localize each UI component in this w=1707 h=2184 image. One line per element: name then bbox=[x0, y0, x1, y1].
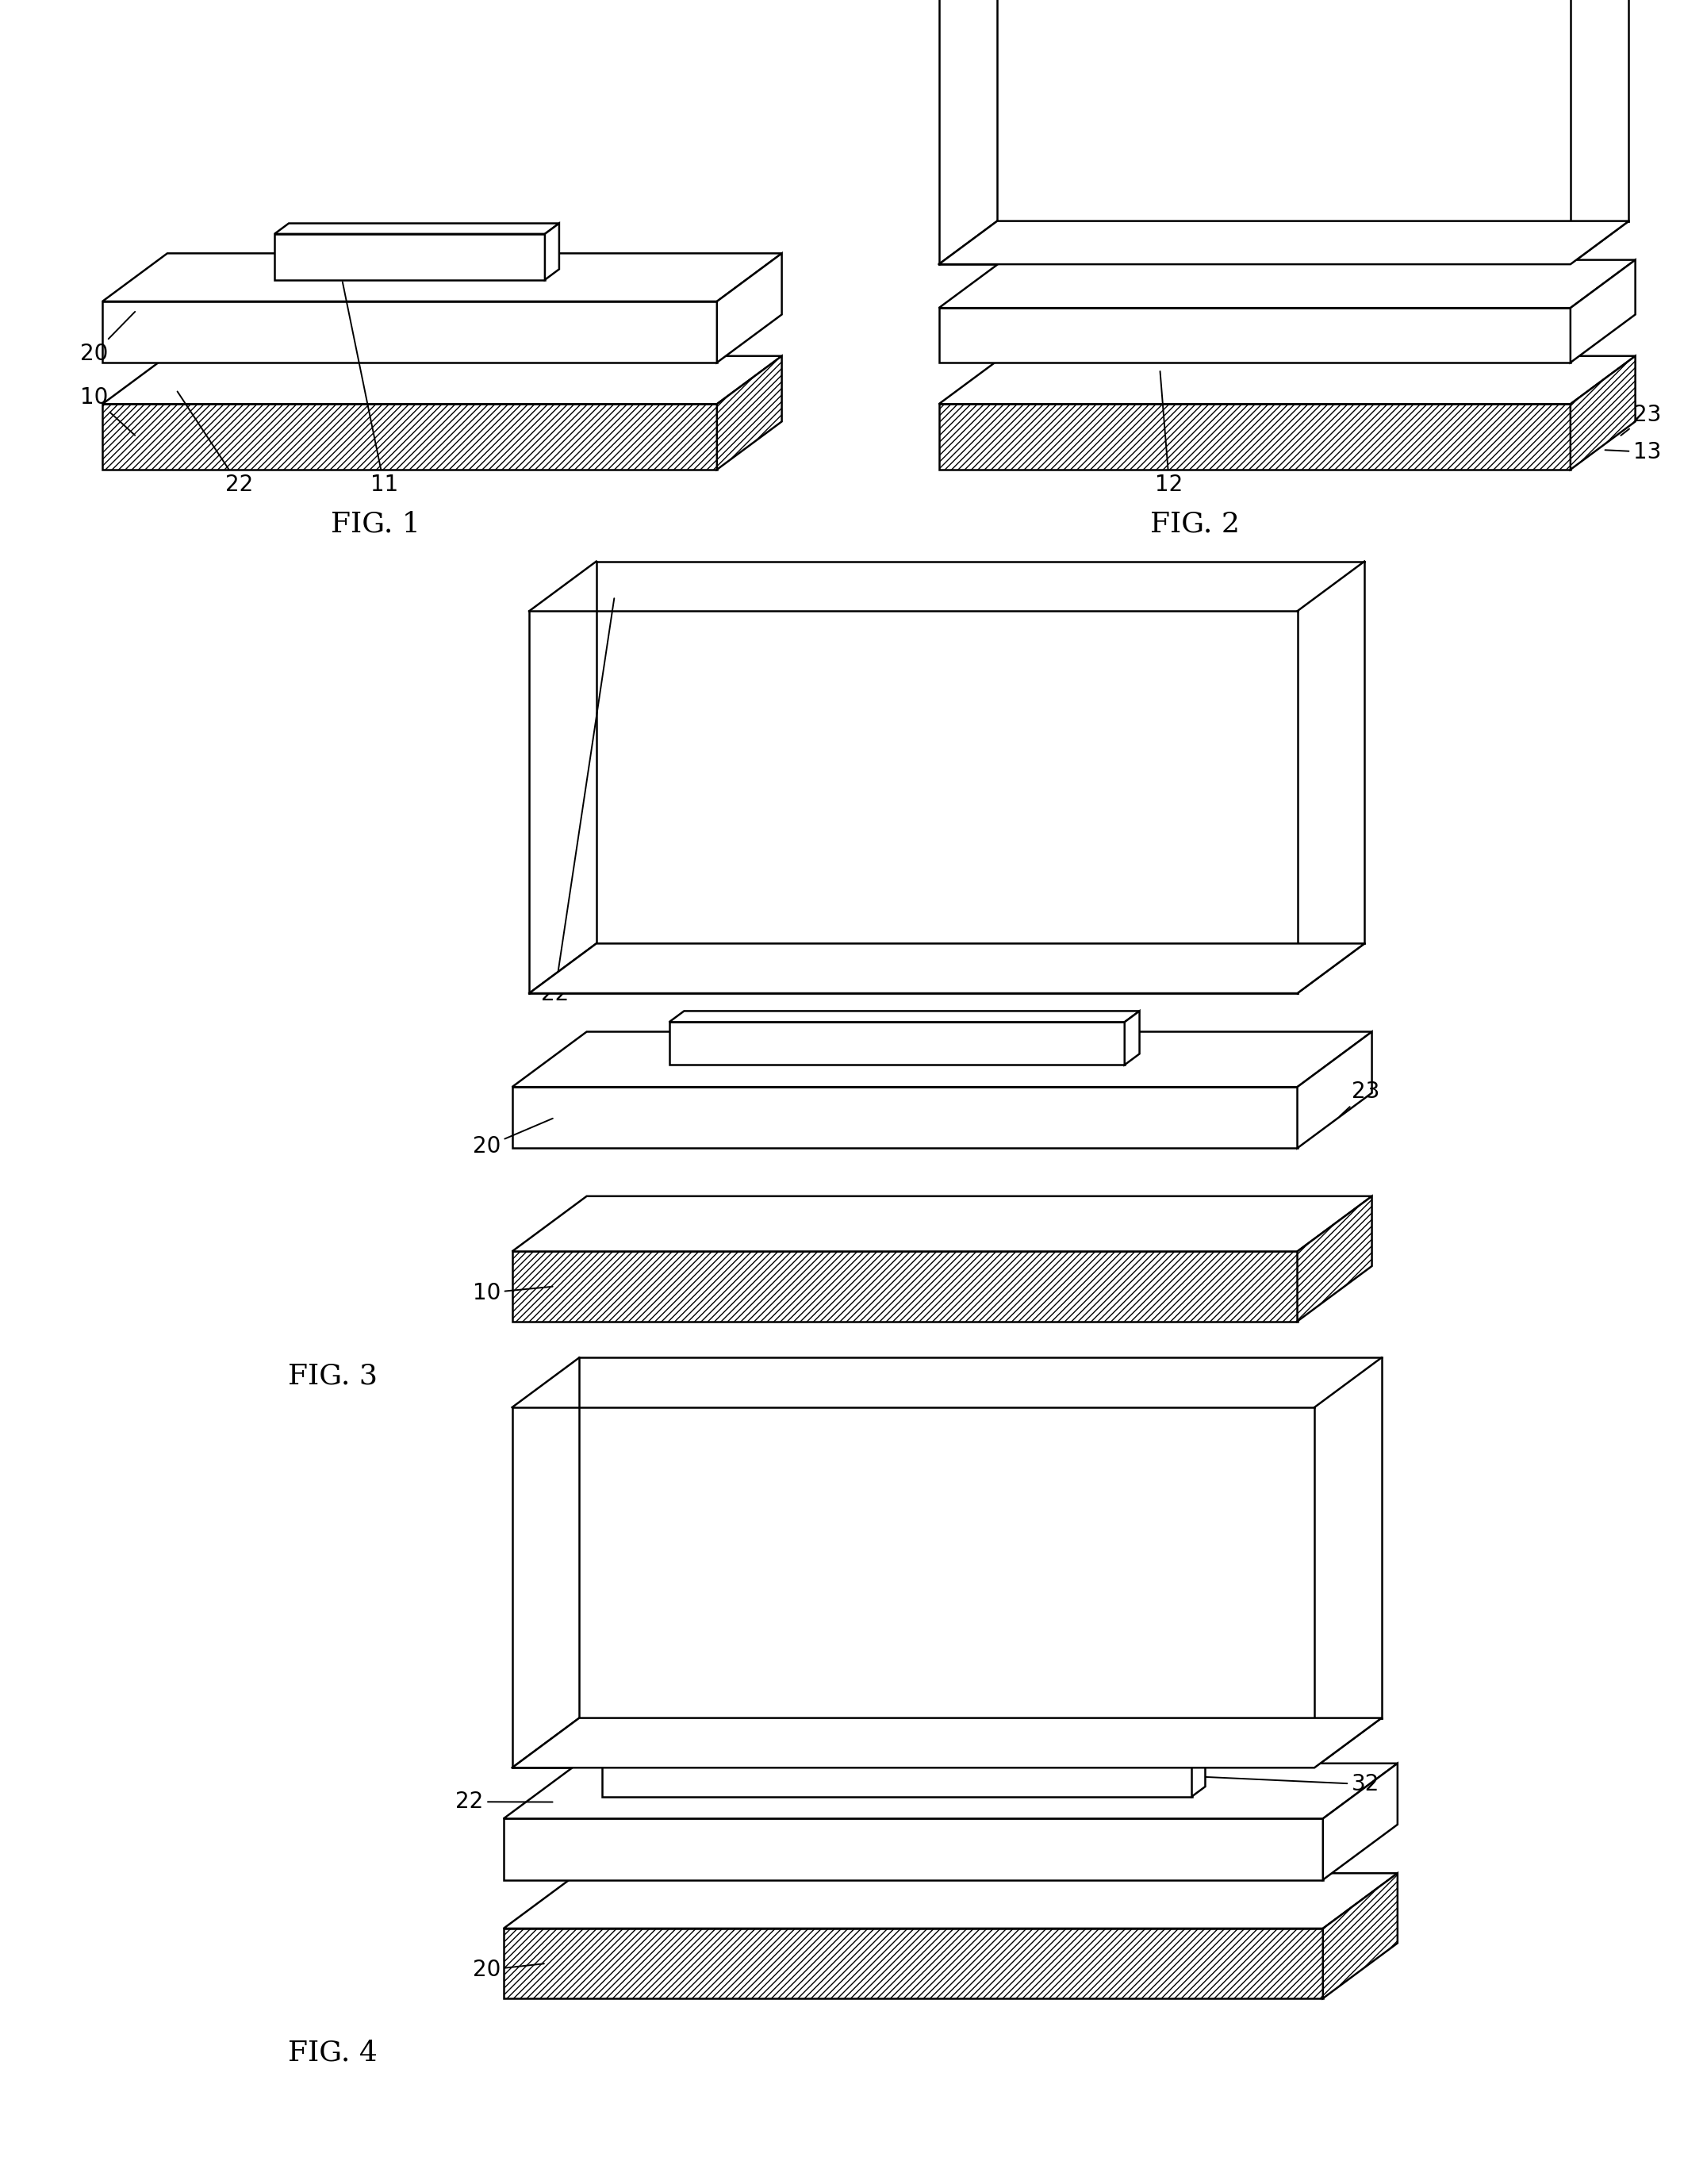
Text: 22: 22 bbox=[178, 391, 253, 496]
Polygon shape bbox=[512, 1719, 1381, 1767]
Text: 20: 20 bbox=[473, 1118, 553, 1158]
Text: 32: 32 bbox=[1200, 1773, 1379, 1795]
Text: 23: 23 bbox=[1340, 1081, 1379, 1116]
Polygon shape bbox=[939, 404, 1570, 470]
Text: FIG. 2: FIG. 2 bbox=[1151, 511, 1239, 537]
Polygon shape bbox=[1323, 1762, 1398, 1880]
Polygon shape bbox=[603, 1747, 1205, 1756]
Text: 10: 10 bbox=[80, 387, 135, 435]
Polygon shape bbox=[717, 253, 782, 363]
Polygon shape bbox=[545, 223, 560, 280]
Polygon shape bbox=[275, 223, 560, 234]
Polygon shape bbox=[102, 253, 782, 301]
Polygon shape bbox=[275, 234, 545, 280]
Text: 11: 11 bbox=[343, 282, 398, 496]
Polygon shape bbox=[504, 1762, 1398, 1819]
Polygon shape bbox=[717, 356, 782, 470]
Polygon shape bbox=[512, 1031, 1372, 1088]
Polygon shape bbox=[669, 1022, 1125, 1066]
Text: 20: 20 bbox=[80, 312, 135, 365]
Polygon shape bbox=[939, 356, 1635, 404]
Polygon shape bbox=[504, 1819, 1323, 1880]
Text: FIG. 4: FIG. 4 bbox=[288, 2040, 377, 2066]
Polygon shape bbox=[669, 1011, 1140, 1022]
Text: FIG. 1: FIG. 1 bbox=[331, 511, 420, 537]
Polygon shape bbox=[1297, 1197, 1372, 1321]
Polygon shape bbox=[512, 1197, 1372, 1251]
Polygon shape bbox=[603, 1756, 1191, 1797]
Text: 13: 13 bbox=[1605, 441, 1661, 463]
Text: 22: 22 bbox=[456, 1791, 553, 1813]
Polygon shape bbox=[1125, 1011, 1140, 1066]
Polygon shape bbox=[512, 1251, 1297, 1321]
Polygon shape bbox=[512, 1088, 1297, 1149]
Text: FIG. 3: FIG. 3 bbox=[288, 1363, 377, 1389]
Polygon shape bbox=[939, 308, 1570, 363]
Text: 20: 20 bbox=[473, 1959, 545, 1981]
Polygon shape bbox=[102, 301, 717, 363]
Polygon shape bbox=[939, 260, 1635, 308]
Polygon shape bbox=[102, 356, 782, 404]
Polygon shape bbox=[504, 1928, 1323, 1998]
Polygon shape bbox=[1570, 260, 1635, 363]
Polygon shape bbox=[1323, 1874, 1398, 1998]
Polygon shape bbox=[939, 221, 1628, 264]
Polygon shape bbox=[102, 404, 717, 470]
Polygon shape bbox=[1191, 1747, 1205, 1797]
Text: 22: 22 bbox=[541, 598, 615, 1005]
Text: 12: 12 bbox=[1156, 371, 1183, 496]
Polygon shape bbox=[1570, 356, 1635, 470]
Polygon shape bbox=[504, 1874, 1398, 1928]
Text: 23: 23 bbox=[1622, 404, 1661, 435]
Polygon shape bbox=[1297, 1031, 1372, 1149]
Polygon shape bbox=[529, 943, 1364, 994]
Text: 10: 10 bbox=[473, 1282, 553, 1304]
